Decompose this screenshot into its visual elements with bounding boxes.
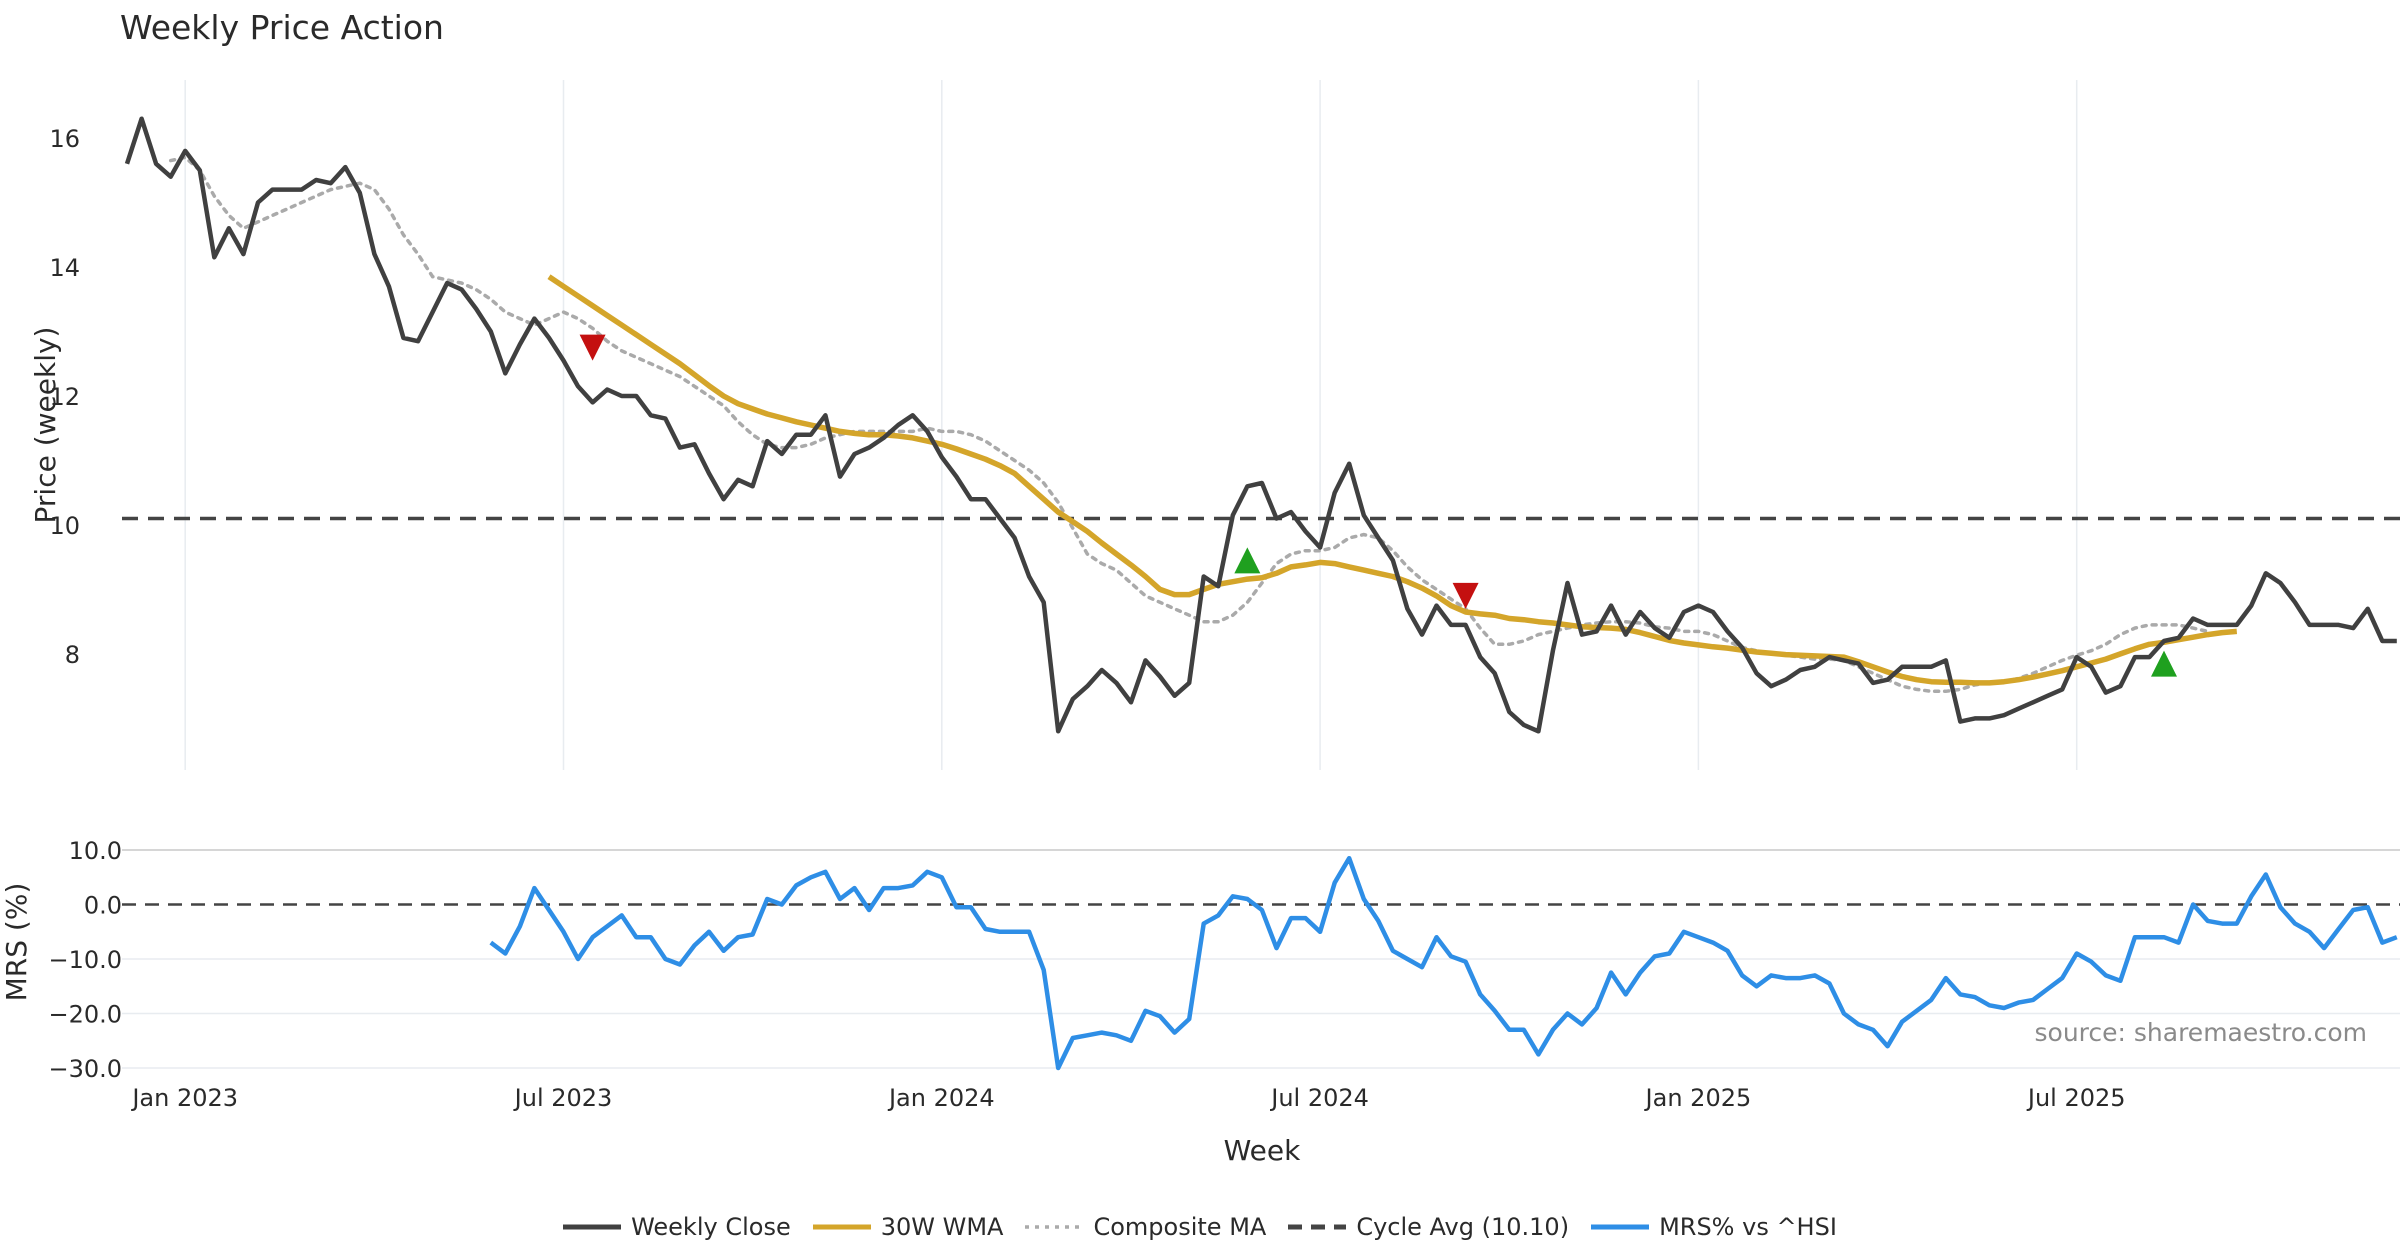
reference-lines (122, 516, 2400, 906)
sell-signal-marker (579, 334, 606, 361)
legend-item-close: Weekly Close (563, 1213, 791, 1241)
chart-title: Weekly Price Action (120, 8, 444, 47)
legend-label: Weekly Close (631, 1213, 791, 1241)
legend-item-mrs: MRS% vs ^HSI (1591, 1213, 1837, 1241)
legend-item-wma: 30W WMA (812, 1213, 1004, 1241)
x-tick-label: Jan 2023 (130, 1084, 238, 1112)
x-tick-label: Jul 2024 (1269, 1084, 1369, 1112)
legend-label: MRS% vs ^HSI (1659, 1213, 1837, 1241)
mrs-y-tick-label: −20.0 (48, 1001, 122, 1029)
mrs-y-tick-label: 0.0 (84, 892, 122, 920)
axis-labels: Jan 2023 Jul 2023 Jan 2024 Jul 2024 Jan 2025… (0, 125, 2126, 1167)
legend-item-composite: Composite MA (1025, 1213, 1266, 1241)
mrs-y-tick-label: −30.0 (48, 1055, 122, 1083)
legend-label: Cycle Avg (10.10) (1356, 1213, 1570, 1241)
y-tick-label: 14 (49, 254, 80, 282)
legend-swatch (563, 1224, 622, 1230)
mrs-line (489, 855, 2398, 1071)
mrs-y-tick-label: 10.0 (69, 837, 122, 865)
x-tick-label: Jul 2023 (513, 1084, 613, 1112)
chart-canvas: Jan 2023 Jul 2023 Jan 2024 Jul 2024 Jan 2025… (0, 80, 2400, 1167)
x-tick-label: Jul 2025 (2026, 1084, 2126, 1112)
y-tick-label: 16 (49, 125, 80, 153)
legend-swatch (1591, 1224, 1650, 1230)
buy-signal-marker (1234, 547, 1261, 574)
legend: Weekly Close 30W WMA Composite MA Cycle Avg… (0, 1213, 2400, 1241)
y-tick-label: 10 (49, 512, 80, 540)
legend-item-cycle: Cycle Avg (10.10) (1288, 1213, 1569, 1241)
mrs-y-tick-label: −10.0 (48, 946, 122, 974)
series-lines (124, 116, 2398, 1071)
buy-signal-marker (2151, 650, 2177, 677)
source-credit: source: sharemaestro.com (2034, 1018, 2368, 1047)
signal-markers (579, 334, 2177, 677)
sell-signal-marker (1452, 582, 1479, 609)
x-tick-label: Jan 2024 (887, 1084, 995, 1112)
mrs-axis-title: MRS (%) (0, 883, 33, 1002)
legend-swatch (1288, 1224, 1347, 1230)
x-axis-title: Week (1224, 1134, 1301, 1167)
legend-label: Composite MA (1093, 1213, 1267, 1241)
price-axis-title: Price (weekly) (29, 327, 62, 524)
y-tick-label: 12 (49, 383, 80, 411)
legend-swatch (1025, 1225, 1084, 1229)
x-tick-label: Jan 2025 (1644, 1084, 1752, 1112)
legend-swatch (812, 1224, 871, 1230)
grid-lines (122, 80, 2400, 1069)
weekly-close-line (124, 116, 2397, 734)
legend-label: 30W WMA (880, 1213, 1004, 1241)
y-tick-label: 8 (65, 641, 80, 669)
wma-30w-line (547, 274, 2238, 686)
composite-ma-line (168, 155, 2210, 694)
